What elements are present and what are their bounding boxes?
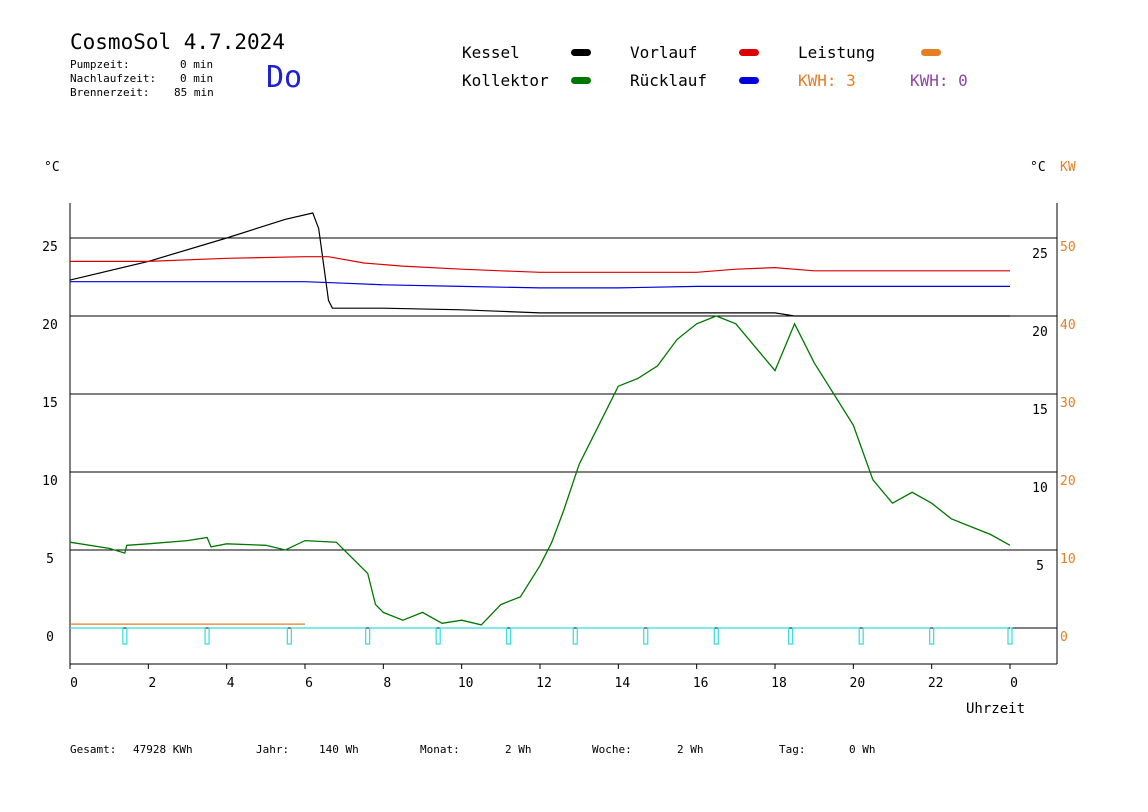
- kw-tick-label: 10: [1060, 552, 1076, 567]
- footer-gesamt-label: Gesamt:: [70, 743, 117, 756]
- y-tick-label-left: 0: [46, 630, 54, 645]
- y-tick-label-left: 20: [42, 318, 58, 333]
- footer-jahr-label: Jahr:: [256, 743, 290, 756]
- footer-monat-label: Monat:: [420, 743, 460, 756]
- app-title: CosmoSol 4.7.2024: [70, 30, 285, 54]
- legend-kollektor-label: Kollektor: [462, 71, 549, 90]
- series-line-rcklauf: [70, 281, 1010, 289]
- footer-tag-label: Tag:: [779, 743, 806, 756]
- footer-woche-label: Woche:: [592, 743, 632, 756]
- y-tick-label-left: 5: [46, 552, 54, 567]
- y-tick-label-right: 10: [1032, 481, 1048, 496]
- x-tick-label: 0: [1010, 676, 1018, 691]
- series-line-kollektor: [69, 315, 1011, 626]
- legend-kessel-swatch: [571, 49, 591, 56]
- legend-kessel-label: Kessel: [462, 43, 520, 62]
- series-line-kessel: [69, 212, 1010, 317]
- legend-vorlauf-swatch: [739, 49, 759, 56]
- x-tick-label: 18: [771, 676, 787, 691]
- kw-tick-label: 50: [1060, 240, 1076, 255]
- x-tick-label: 20: [850, 676, 866, 691]
- brenner-time-value: 85 min: [174, 86, 214, 99]
- x-axis-label: Uhrzeit: [966, 701, 1026, 717]
- pump-time-label: Pumpzeit:: [70, 58, 130, 71]
- right-unit-kw: KW: [1060, 160, 1076, 175]
- right-unit-celsius: °C: [1030, 160, 1046, 175]
- kw-tick-label: 20: [1060, 474, 1076, 489]
- kwh-other-value: KWH: 0: [910, 71, 968, 90]
- x-tick-label: 14: [615, 676, 631, 691]
- brenner-time-label: Brennerzeit:: [70, 86, 150, 99]
- x-tick-label: 0: [70, 676, 78, 691]
- nachlauf-time-value: 0 min: [180, 72, 214, 85]
- x-tick-label: 10: [458, 676, 474, 691]
- x-tick-label: 12: [536, 676, 552, 691]
- x-tick-label: 8: [383, 676, 391, 691]
- x-tick-label: 6: [305, 676, 313, 691]
- pump-signal-line: [70, 627, 1013, 645]
- y-tick-label-right: 20: [1032, 325, 1048, 340]
- x-tick-label: 2: [148, 676, 156, 691]
- y-tick-label-right: 15: [1032, 403, 1048, 418]
- y-tick-label-right: 25: [1032, 247, 1048, 262]
- x-tick-label: 4: [227, 676, 235, 691]
- legend-leistung-swatch: [921, 49, 941, 56]
- footer-jahr-value: 140 Wh: [319, 743, 359, 756]
- footer-tag-value: 0 Wh: [849, 743, 876, 756]
- y-tick-label-left: 25: [42, 240, 58, 255]
- y-tick-label-left: 10: [42, 474, 58, 489]
- nachlauf-time-label: Nachlaufzeit:: [70, 72, 157, 85]
- legend-leistung-label: Leistung: [798, 43, 876, 62]
- footer-woche-value: 2 Wh: [677, 743, 704, 756]
- legend-kollektor-swatch: [571, 77, 591, 84]
- left-unit-label: °C: [44, 160, 60, 175]
- y-tick-label-left: 15: [42, 396, 58, 411]
- kwh-solar-value: KWH: 3: [798, 71, 856, 90]
- footer-monat-value: 2 Wh: [505, 743, 532, 756]
- legend-ruecklauf-swatch: [739, 77, 759, 84]
- legend-vorlauf-label: Vorlauf: [630, 43, 698, 62]
- weekday-label: Do: [266, 60, 303, 95]
- x-tick-label: 22: [928, 676, 944, 691]
- kw-tick-label: 40: [1060, 318, 1076, 333]
- kw-tick-label: 0: [1060, 630, 1068, 645]
- legend-ruecklauf-label: Rücklauf: [630, 71, 708, 90]
- pump-time-value: 0 min: [180, 58, 214, 71]
- series-line-vorlauf: [70, 256, 1010, 273]
- x-tick-label: 16: [693, 676, 709, 691]
- footer-gesamt-value: 47928 KWh: [133, 743, 193, 756]
- y-tick-label-right: 5: [1036, 559, 1044, 574]
- kw-tick-label: 30: [1060, 396, 1076, 411]
